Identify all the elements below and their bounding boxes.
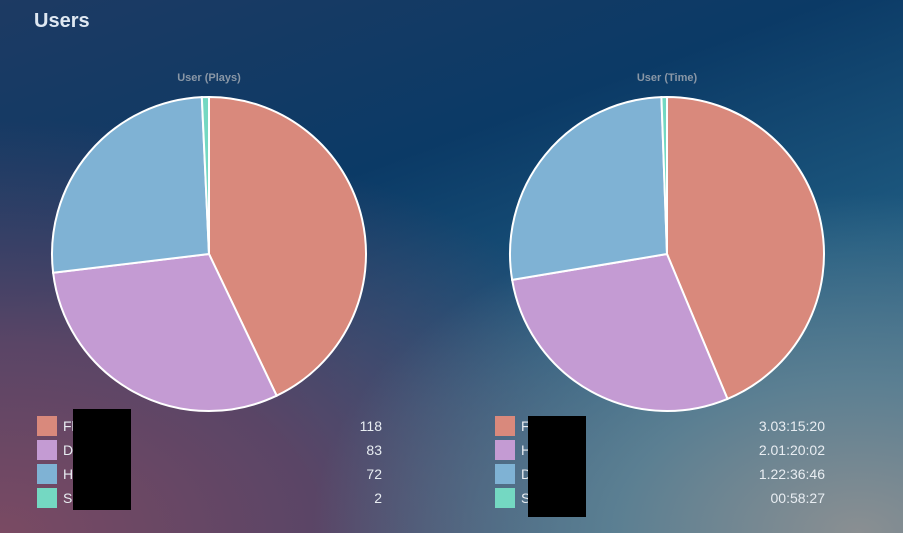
legend-label: D bbox=[521, 466, 532, 482]
legend-value: 72 bbox=[366, 466, 382, 482]
legend-swatch bbox=[37, 488, 57, 508]
legend-value: 2 bbox=[374, 490, 382, 506]
legend-value: 3.03:15:20 bbox=[758, 418, 825, 434]
legend-value: 118 bbox=[359, 418, 382, 434]
pie-chart-plays bbox=[51, 95, 367, 412]
page-title: Users bbox=[34, 10, 90, 32]
legend-label: F bbox=[521, 418, 530, 434]
pie-slice-d[interactable] bbox=[509, 96, 669, 282]
legend-item[interactable]: Fl 118 bbox=[37, 414, 382, 438]
legend-value: 2.01:20:02 bbox=[758, 442, 825, 458]
legend-swatch bbox=[37, 464, 57, 484]
legend-value: 83 bbox=[366, 442, 382, 458]
legend-swatch bbox=[495, 440, 515, 460]
legend-swatch bbox=[37, 440, 57, 460]
chart-title-plays: User (Plays) bbox=[177, 72, 241, 84]
legend-swatch bbox=[495, 488, 515, 508]
legend-time: F 3.03:15:20 H 2.01:20:02 D 1.22:36:46 S 00:58:… bbox=[495, 414, 825, 510]
legend-item[interactable]: S 00:58:27 bbox=[495, 486, 825, 510]
pie-slice-fl[interactable] bbox=[208, 95, 367, 398]
legend-label: H bbox=[521, 442, 532, 458]
legend-item[interactable]: F 3.03:15:20 bbox=[495, 414, 825, 438]
chart-title-time: User (Time) bbox=[636, 72, 698, 84]
legend-item[interactable]: H 2.01:20:02 bbox=[495, 438, 825, 462]
legend-swatch bbox=[495, 416, 515, 436]
pie-slice-he[interactable] bbox=[51, 96, 211, 274]
legend-label: Fl bbox=[63, 418, 75, 434]
pie-slice-s[interactable] bbox=[660, 95, 668, 255]
pie-slice-de[interactable] bbox=[52, 252, 278, 412]
pie-slice-h[interactable] bbox=[511, 252, 729, 412]
redaction-box bbox=[73, 409, 131, 510]
legend-swatch bbox=[37, 416, 57, 436]
legend-value: 00:58:27 bbox=[770, 490, 826, 506]
pie-chart-time bbox=[509, 95, 826, 412]
legend-value: 1.22:36:46 bbox=[758, 466, 825, 482]
pie-slice-se[interactable] bbox=[200, 95, 210, 255]
legend-plays: Fl 118 De 83 He 72 Se 2 bbox=[37, 414, 382, 510]
legend-swatch bbox=[495, 464, 515, 484]
pie-slice-f[interactable] bbox=[666, 95, 826, 401]
legend-label: S bbox=[521, 490, 531, 506]
legend-item[interactable]: D 1.22:36:46 bbox=[495, 462, 825, 486]
redaction-box bbox=[528, 416, 586, 517]
